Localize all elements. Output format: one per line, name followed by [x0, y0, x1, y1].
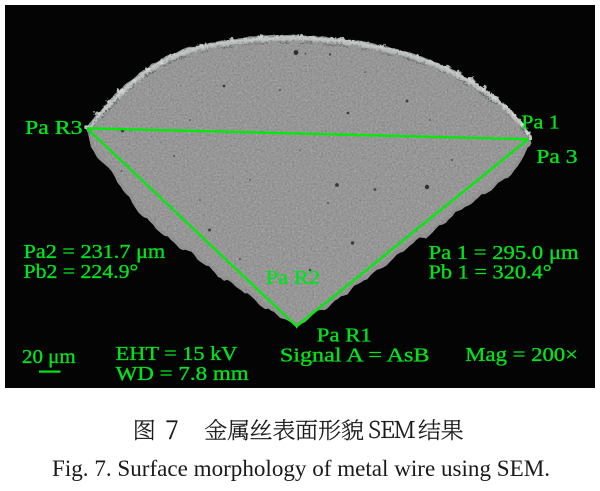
svg-text:20 μm: 20 μm — [22, 346, 76, 368]
svg-text:Signal A = AsB: Signal A = AsB — [280, 345, 430, 367]
svg-text:Pa 1 = 295.0 μm: Pa 1 = 295.0 μm — [429, 242, 579, 264]
svg-text:Pa 1: Pa 1 — [521, 112, 560, 134]
svg-text:Pa2 = 231.7 μm: Pa2 = 231.7 μm — [24, 241, 166, 263]
svg-text:WD = 7.8 mm: WD = 7.8 mm — [116, 363, 249, 385]
svg-text:Pa 3: Pa 3 — [536, 146, 577, 168]
svg-text:Fig. 7. Surface morphology of: Fig. 7. Surface morphology of metal wire… — [52, 456, 550, 481]
svg-text:Pa R1: Pa R1 — [317, 325, 372, 347]
svg-text:Pa R3: Pa R3 — [25, 117, 83, 139]
svg-text:EHT = 15 kV: EHT = 15 kV — [116, 343, 238, 365]
svg-text:Pb2 = 224.9°: Pb2 = 224.9° — [24, 261, 139, 283]
svg-text:Mag = 200×: Mag = 200× — [465, 344, 578, 366]
svg-text:Pa R2: Pa R2 — [266, 267, 320, 289]
svg-text:Pb 1 = 320.4°: Pb 1 = 320.4° — [429, 262, 552, 284]
